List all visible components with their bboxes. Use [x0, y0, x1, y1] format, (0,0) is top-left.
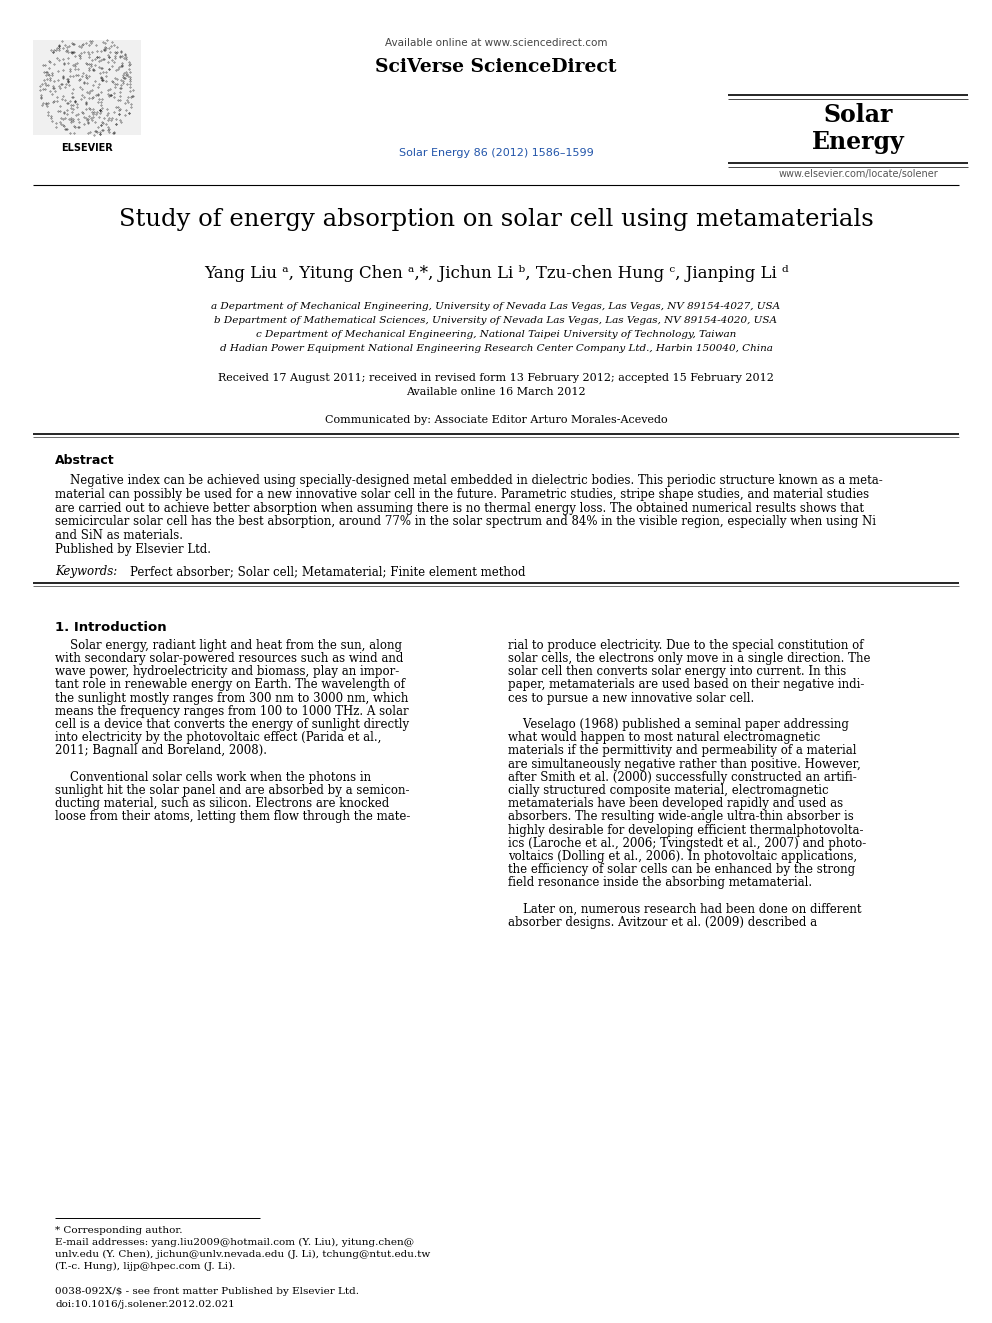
- Text: 2011; Bagnall and Boreland, 2008).: 2011; Bagnall and Boreland, 2008).: [55, 745, 267, 757]
- Text: into electricity by the photovoltaic effect (Parida et al.,: into electricity by the photovoltaic eff…: [55, 732, 381, 745]
- Text: highly desirable for developing efficient thermalphotovolta-: highly desirable for developing efficien…: [508, 824, 863, 836]
- Text: Available online at www.sciencedirect.com: Available online at www.sciencedirect.co…: [385, 38, 607, 48]
- Text: Conventional solar cells work when the photons in: Conventional solar cells work when the p…: [55, 771, 371, 783]
- Text: sunlight hit the solar panel and are absorbed by a semicon-: sunlight hit the solar panel and are abs…: [55, 785, 410, 796]
- Text: metamaterials have been developed rapidly and used as: metamaterials have been developed rapidl…: [508, 798, 843, 810]
- Text: d Hadian Power Equipment National Engineering Research Center Company Ltd., Harb: d Hadian Power Equipment National Engine…: [219, 344, 773, 353]
- Text: what would happen to most natural electromagnetic: what would happen to most natural electr…: [508, 732, 820, 745]
- Text: (T.-c. Hung), lijp@hpec.com (J. Li).: (T.-c. Hung), lijp@hpec.com (J. Li).: [55, 1262, 235, 1271]
- Text: a Department of Mechanical Engineering, University of Nevada Las Vegas, Las Vega: a Department of Mechanical Engineering, …: [211, 302, 781, 311]
- Text: material can possibly be used for a new innovative solar cell in the future. Par: material can possibly be used for a new …: [55, 488, 869, 501]
- Text: rial to produce electricity. Due to the special constitution of: rial to produce electricity. Due to the …: [508, 639, 863, 652]
- Text: ducting material, such as silicon. Electrons are knocked: ducting material, such as silicon. Elect…: [55, 798, 389, 810]
- Text: Communicated by: Associate Editor Arturo Morales-Acevedo: Communicated by: Associate Editor Arturo…: [324, 415, 668, 425]
- Text: Available online 16 March 2012: Available online 16 March 2012: [406, 388, 586, 397]
- Text: and SiN as materials.: and SiN as materials.: [55, 529, 183, 542]
- Text: after Smith et al. (2000) successfully constructed an artifi-: after Smith et al. (2000) successfully c…: [508, 771, 857, 783]
- Text: Solar energy, radiant light and heat from the sun, along: Solar energy, radiant light and heat fro…: [55, 639, 402, 652]
- Text: solar cells, the electrons only move in a single direction. The: solar cells, the electrons only move in …: [508, 652, 871, 665]
- Text: tant role in renewable energy on Earth. The wavelength of: tant role in renewable energy on Earth. …: [55, 679, 405, 692]
- Text: 0038-092X/$ - see front matter Published by Elsevier Ltd.: 0038-092X/$ - see front matter Published…: [55, 1287, 359, 1297]
- Text: Perfect absorber; Solar cell; Metamaterial; Finite element method: Perfect absorber; Solar cell; Metamateri…: [130, 565, 526, 578]
- Text: paper, metamaterials are used based on their negative indi-: paper, metamaterials are used based on t…: [508, 679, 864, 692]
- Text: field resonance inside the absorbing metamaterial.: field resonance inside the absorbing met…: [508, 876, 812, 889]
- Text: Energy: Energy: [811, 130, 905, 153]
- Text: means the frequency ranges from 100 to 1000 THz. A solar: means the frequency ranges from 100 to 1…: [55, 705, 409, 718]
- Text: b Department of Mathematical Sciences, University of Nevada Las Vegas, Las Vegas: b Department of Mathematical Sciences, U…: [214, 316, 778, 325]
- Text: Negative index can be achieved using specially-designed metal embedded in dielec: Negative index can be achieved using spe…: [55, 474, 883, 487]
- Text: ces to pursue a new innovative solar cell.: ces to pursue a new innovative solar cel…: [508, 692, 754, 705]
- Text: Solar Energy 86 (2012) 1586–1599: Solar Energy 86 (2012) 1586–1599: [399, 148, 593, 157]
- Text: Later on, numerous research had been done on different: Later on, numerous research had been don…: [508, 902, 861, 916]
- Text: absorber designs. Avitzour et al. (2009) described a: absorber designs. Avitzour et al. (2009)…: [508, 916, 817, 929]
- Text: semicircular solar cell has the best absorption, around 77% in the solar spectru: semicircular solar cell has the best abs…: [55, 516, 876, 528]
- Text: Solar: Solar: [823, 103, 893, 127]
- Text: the efficiency of solar cells can be enhanced by the strong: the efficiency of solar cells can be enh…: [508, 863, 855, 876]
- Text: unlv.edu (Y. Chen), jichun@unlv.nevada.edu (J. Li), tchung@ntut.edu.tw: unlv.edu (Y. Chen), jichun@unlv.nevada.e…: [55, 1250, 431, 1259]
- Text: ELSEVIER: ELSEVIER: [62, 143, 113, 153]
- Text: the sunlight mostly ranges from 300 nm to 3000 nm, which: the sunlight mostly ranges from 300 nm t…: [55, 692, 409, 705]
- Text: are carried out to achieve better absorption when assuming there is no thermal e: are carried out to achieve better absorp…: [55, 501, 864, 515]
- Text: Abstract: Abstract: [55, 454, 115, 467]
- Text: cially structured composite material, electromagnetic: cially structured composite material, el…: [508, 785, 828, 796]
- Text: 1. Introduction: 1. Introduction: [55, 620, 167, 634]
- Text: www.elsevier.com/locate/solener: www.elsevier.com/locate/solener: [778, 169, 937, 179]
- Text: ics (Laroche et al., 2006; Tvingstedt et al., 2007) and photo-: ics (Laroche et al., 2006; Tvingstedt et…: [508, 837, 866, 849]
- Text: voltaics (Dolling et al., 2006). In photovoltaic applications,: voltaics (Dolling et al., 2006). In phot…: [508, 849, 857, 863]
- Text: Published by Elsevier Ltd.: Published by Elsevier Ltd.: [55, 542, 211, 556]
- Text: materials if the permittivity and permeability of a material: materials if the permittivity and permea…: [508, 745, 856, 757]
- Text: c Department of Mechanical Engineering, National Taipei University of Technology: c Department of Mechanical Engineering, …: [256, 329, 736, 339]
- Text: doi:10.1016/j.solener.2012.02.021: doi:10.1016/j.solener.2012.02.021: [55, 1301, 235, 1308]
- Text: loose from their atoms, letting them flow through the mate-: loose from their atoms, letting them flo…: [55, 811, 411, 823]
- Text: Veselago (1968) published a seminal paper addressing: Veselago (1968) published a seminal pape…: [508, 718, 849, 732]
- Text: solar cell then converts solar energy into current. In this: solar cell then converts solar energy in…: [508, 665, 846, 679]
- Text: Yang Liu ᵃ, Yitung Chen ᵃ,*, Jichun Li ᵇ, Tzu-chen Hung ᶜ, Jianping Li ᵈ: Yang Liu ᵃ, Yitung Chen ᵃ,*, Jichun Li ᵇ…: [203, 265, 789, 282]
- Text: Received 17 August 2011; received in revised form 13 February 2012; accepted 15 : Received 17 August 2011; received in rev…: [218, 373, 774, 382]
- Text: SciVerse ScienceDirect: SciVerse ScienceDirect: [375, 58, 617, 75]
- Text: with secondary solar-powered resources such as wind and: with secondary solar-powered resources s…: [55, 652, 404, 665]
- Text: E-mail addresses: yang.liu2009@hotmail.com (Y. Liu), yitung.chen@: E-mail addresses: yang.liu2009@hotmail.c…: [55, 1238, 414, 1248]
- Text: Study of energy absorption on solar cell using metamaterials: Study of energy absorption on solar cell…: [119, 208, 873, 232]
- Text: * Corresponding author.: * Corresponding author.: [55, 1226, 183, 1234]
- Text: wave power, hydroelectricity and biomass, play an impor-: wave power, hydroelectricity and biomass…: [55, 665, 399, 679]
- Text: Keywords:: Keywords:: [55, 565, 117, 578]
- Text: absorbers. The resulting wide-angle ultra-thin absorber is: absorbers. The resulting wide-angle ultr…: [508, 811, 854, 823]
- Bar: [33, 40, 141, 135]
- Text: are simultaneously negative rather than positive. However,: are simultaneously negative rather than …: [508, 758, 861, 770]
- Text: cell is a device that converts the energy of sunlight directly: cell is a device that converts the energ…: [55, 718, 409, 732]
